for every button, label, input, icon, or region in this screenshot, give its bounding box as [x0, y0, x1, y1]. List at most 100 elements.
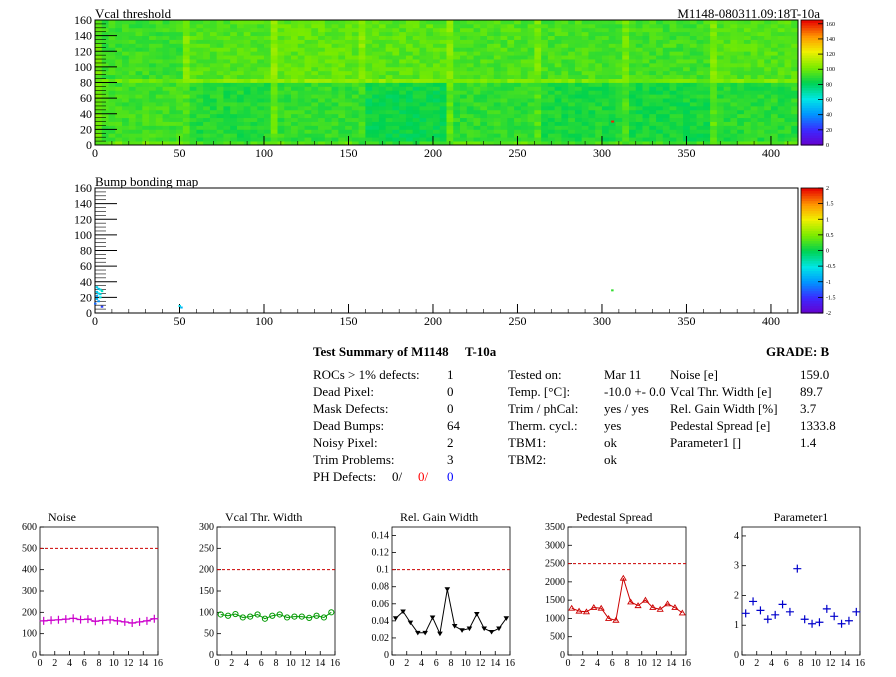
vcal-heatmap-cell: [574, 86, 583, 91]
vcal-heatmap-cell: [642, 66, 650, 72]
vcal-heatmap-cell: [527, 113, 535, 119]
vcal-heatmap-cell: [176, 90, 184, 95]
vcal-heatmap-cell: [615, 105, 623, 111]
y-tick-label: 160: [74, 181, 92, 195]
vcal-heatmap-cell: [446, 31, 454, 37]
vcal-heatmap-cell: [561, 39, 569, 44]
vcal-heatmap-cell: [243, 78, 251, 83]
colorbar-segment: [801, 293, 823, 297]
vcal-heatmap-cell: [622, 62, 630, 68]
vcal-heatmap-cell: [318, 102, 326, 107]
vcal-heatmap-cell: [155, 62, 163, 68]
vcal-heatmap-cell: [412, 66, 420, 72]
vcal-heatmap-cell: [649, 133, 657, 138]
vcal-heatmap-cell: [243, 55, 251, 60]
vcal-heatmap-cell: [263, 133, 272, 138]
x-tick-label: 2: [229, 658, 234, 669]
vcal-heatmap-cell: [324, 125, 332, 130]
vcal-heatmap-cell: [196, 47, 204, 52]
vcal-heatmap-cell: [365, 55, 373, 60]
vcal-heatmap-cell: [378, 109, 387, 115]
vcal-heatmap-cell: [304, 121, 312, 126]
vcal-heatmap-cell: [487, 51, 495, 56]
vcal-heatmap-cell: [622, 55, 630, 60]
vcal-heatmap-cell: [669, 59, 677, 64]
bump-defect-point: [95, 297, 99, 300]
vcal-heatmap-cell: [405, 43, 414, 48]
vcal-heatmap-cell: [466, 141, 474, 146]
vcal-heatmap-cell: [777, 55, 785, 60]
vcal-heatmap-cell: [182, 62, 191, 68]
vcal-heatmap-cell: [270, 78, 278, 83]
vcal-heatmap-cell: [419, 137, 427, 142]
vcal-heatmap-cell: [257, 98, 265, 103]
vcal-heatmap-cell: [493, 117, 501, 122]
vcal-heatmap-cell: [595, 27, 603, 33]
vcal-heatmap-cell: [595, 55, 603, 60]
vcal-heatmap-cell: [581, 125, 589, 130]
vcal-heatmap-cell: [493, 20, 501, 25]
vcal-heatmap-cell: [554, 82, 562, 87]
vcal-heatmap-cell: [162, 105, 170, 111]
vcal-heatmap-cell: [683, 105, 691, 111]
vcal-heatmap-cell: [683, 98, 691, 103]
vcal-heatmap-cell: [257, 27, 265, 33]
vcal-heatmap-cell: [311, 90, 319, 95]
vcal-heatmap-cell: [284, 102, 292, 107]
vcal-heatmap-cell: [365, 113, 373, 119]
vcal-heatmap-cell: [243, 82, 251, 87]
vcal-heatmap-cell: [737, 133, 745, 138]
vcal-heatmap-cell: [453, 31, 461, 37]
x-tick-label: 2: [754, 658, 759, 669]
y-tick-label: 0: [86, 138, 92, 152]
vcal-heatmap-cell: [608, 82, 616, 87]
vcal-heatmap-cell: [676, 105, 684, 111]
x-tick-label: 150: [339, 146, 357, 160]
vcal-heatmap-cell: [622, 59, 630, 64]
vcal-heatmap-cell: [642, 125, 650, 130]
vcal-heatmap-cell: [568, 47, 576, 52]
vcal-heatmap-cell: [500, 117, 508, 122]
vcal-heatmap-cell: [426, 86, 434, 91]
vcal-heatmap-cell: [689, 47, 698, 52]
vcal-heatmap-cell: [169, 27, 177, 33]
vcal-heatmap-cell: [162, 137, 170, 142]
vcal-heatmap-cell: [351, 70, 360, 76]
vcal-heatmap-cell: [534, 109, 542, 115]
vcal-heatmap-cell: [649, 98, 657, 103]
vcal-heatmap-cell: [635, 62, 643, 68]
vcal-heatmap-cell: [764, 82, 772, 87]
vcal-heatmap-cell: [770, 105, 779, 111]
vcal-heatmap-cell: [541, 20, 549, 25]
vcal-heatmap-cell: [108, 129, 116, 134]
vcal-heatmap-cell: [196, 31, 204, 37]
vcal-heatmap-cell: [656, 117, 664, 122]
vcal-heatmap-cell: [615, 27, 623, 33]
vcal-heatmap-cell: [318, 98, 326, 103]
vcal-heatmap-cell: [250, 66, 258, 72]
data-marker: [135, 617, 144, 626]
vcal-heatmap-cell: [223, 43, 231, 48]
vcal-heatmap-cell: [439, 129, 447, 134]
vcal-heatmap-cell: [142, 66, 150, 72]
vcal-heatmap-cell: [662, 78, 670, 83]
vcal-heatmap-cell: [108, 94, 116, 99]
vcal-heatmap-cell: [473, 94, 481, 99]
vcal-heatmap-cell: [737, 82, 745, 87]
vcal-heatmap-cell: [385, 20, 393, 25]
vcal-heatmap-cell: [662, 129, 670, 134]
vcal-heatmap-cell: [351, 55, 360, 60]
vcal-heatmap-cell: [554, 141, 562, 146]
vcal-heatmap-cell: [777, 86, 785, 91]
vcal-heatmap-cell: [162, 78, 170, 83]
vcal-heatmap-cell: [257, 59, 265, 64]
vcal-heatmap-cell: [250, 82, 258, 87]
vcal-heatmap-cell: [676, 20, 684, 25]
vcal-heatmap-cell: [304, 98, 312, 103]
vcal-heatmap-cell: [784, 74, 792, 79]
x-tick-label: 0: [390, 658, 395, 669]
vcal-heatmap-cell: [473, 78, 481, 83]
vcal-heatmap-cell: [162, 66, 170, 72]
vcal-heatmap-cell: [561, 23, 569, 29]
vcal-heatmap-cell: [399, 78, 407, 83]
